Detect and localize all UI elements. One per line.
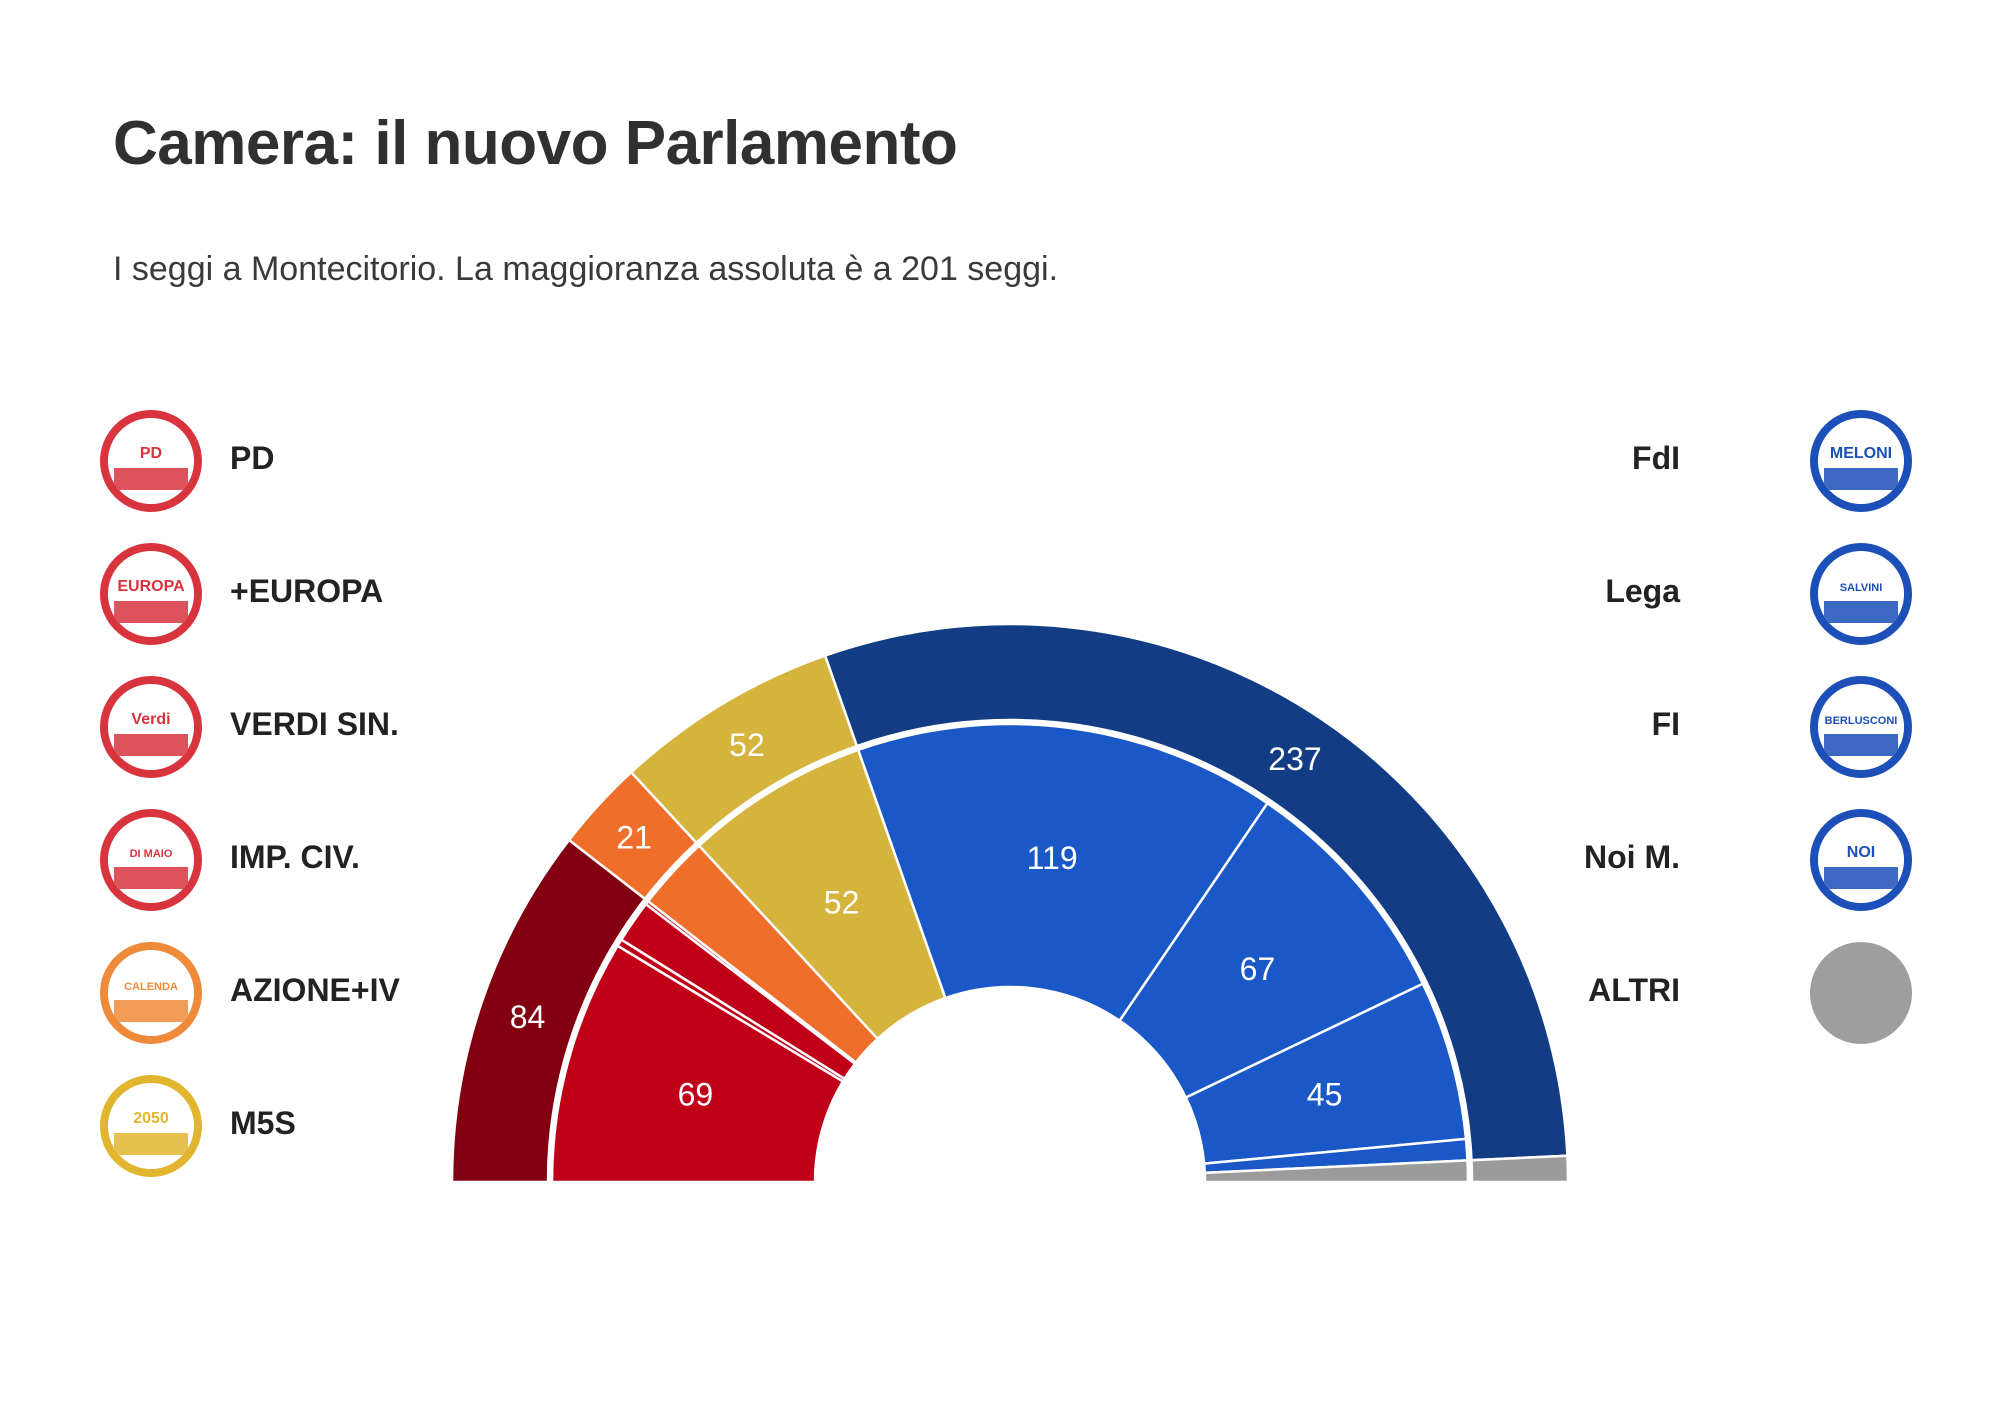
m5s-logo-icon: 2050 <box>100 1075 202 1177</box>
legend-label-pd: PD <box>230 440 275 476</box>
seat-labels: 84 21 52 237 69 52 119 67 45 <box>510 727 1343 1113</box>
party-label-fi: 45 <box>1307 1077 1343 1113</box>
coalition-label-1: 84 <box>510 999 546 1035</box>
legend-label-verdi-sin: VERDI SIN. <box>230 706 399 742</box>
verdi-sinistra-logo-icon: Verdi <box>100 676 202 778</box>
coalition-segment-5 <box>1470 1154 1570 1184</box>
chart-subtitle: I seggi a Montecitorio. La maggioranza a… <box>113 250 1059 288</box>
fdi-logo-icon: MELONI <box>1810 410 1912 512</box>
party-segment-fdi <box>856 722 1270 1023</box>
party-label-pd: 69 <box>678 1077 714 1113</box>
pd-logo-icon: PD <box>100 410 202 512</box>
legend-label-noi-m: Noi M. <box>1584 839 1680 875</box>
svg-text:NOI: NOI <box>1847 844 1875 861</box>
fi-logo-icon: BERLUSCONI <box>1810 676 1912 778</box>
svg-text:Verdi: Verdi <box>131 711 170 728</box>
impegno-civico-logo-icon: DI MAIO <box>100 809 202 911</box>
party-ring <box>550 722 1470 1184</box>
coalition-ring <box>450 622 1570 1184</box>
europa-logo-icon: EUROPA <box>100 543 202 645</box>
altri-circle-icon <box>1810 942 1912 1044</box>
party-label-lega: 67 <box>1240 951 1276 987</box>
party-label-fdi: 119 <box>1027 840 1078 876</box>
svg-text:CALENDA: CALENDA <box>124 981 178 993</box>
svg-text:PD: PD <box>140 445 162 462</box>
azione-iv-logo-icon: CALENDA <box>100 942 202 1044</box>
party-label-m5s: 52 <box>824 884 860 920</box>
svg-text:DI MAIO: DI MAIO <box>130 848 173 860</box>
svg-text:MELONI: MELONI <box>1830 445 1892 462</box>
party-segment-altri <box>1203 1159 1470 1184</box>
legend-label-fi: FI <box>1651 706 1680 742</box>
noi-moderati-logo-icon: NOI <box>1810 809 1912 911</box>
chart-title: Camera: il nuovo Parlamento <box>113 109 958 178</box>
legend-label-fdi: FdI <box>1632 440 1680 476</box>
party-segment-lega <box>1117 801 1425 1100</box>
legend-label-lega: Lega <box>1605 573 1680 609</box>
svg-text:2050: 2050 <box>133 1110 169 1127</box>
lega-logo-icon: SALVINI <box>1810 543 1912 645</box>
legend-label-azione-iv: AZIONE+IV <box>230 972 400 1008</box>
svg-text:EUROPA: EUROPA <box>117 578 185 595</box>
svg-text:SALVINI: SALVINI <box>1840 582 1883 594</box>
svg-text:BERLUSCONI: BERLUSCONI <box>1825 715 1898 727</box>
coalition-label-3: 52 <box>729 727 765 763</box>
legend-label-imp-civ: IMP. CIV. <box>230 839 360 875</box>
legend-label-altri: ALTRI <box>1588 972 1680 1008</box>
legend-label-m5s: M5S <box>230 1105 296 1141</box>
legend-label-europa: +EUROPA <box>230 573 384 609</box>
coalition-label-4: 237 <box>1268 741 1321 777</box>
coalition-label-2: 21 <box>616 819 652 855</box>
